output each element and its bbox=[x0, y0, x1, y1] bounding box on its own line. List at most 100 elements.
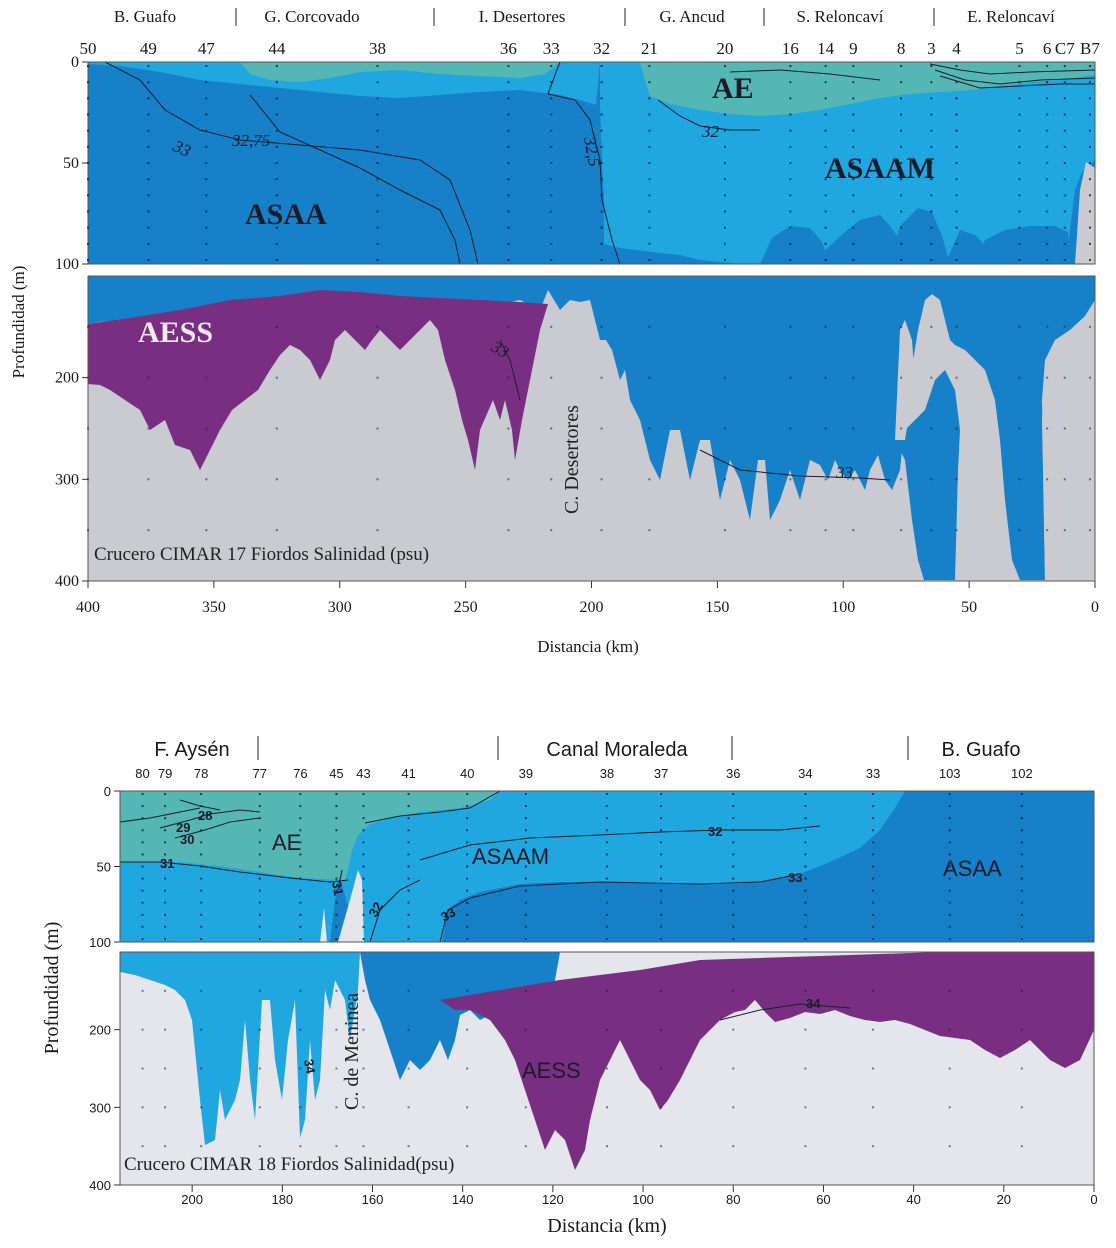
sample-dot bbox=[376, 210, 379, 213]
sample-dot bbox=[147, 325, 150, 328]
sample-dot bbox=[376, 194, 379, 197]
sample-dot bbox=[600, 427, 603, 430]
sample-dot bbox=[648, 65, 651, 68]
sample-dot bbox=[732, 805, 735, 808]
y-tick-label: 200 bbox=[89, 1023, 111, 1038]
sample-dot bbox=[1046, 178, 1049, 181]
sample-dot bbox=[299, 925, 302, 928]
region-label: B. Guafo bbox=[942, 739, 1021, 761]
sample-dot bbox=[147, 81, 150, 84]
sample-dot bbox=[205, 129, 208, 132]
chart-cimar17: B. Guafo G. Corcovado I. Desertores G. A… bbox=[9, 7, 1100, 656]
sample-dot bbox=[1046, 427, 1049, 430]
sample-dot bbox=[362, 817, 365, 820]
sample-dot bbox=[648, 210, 651, 213]
station-label: 80 bbox=[135, 766, 149, 781]
sample-dot bbox=[141, 925, 144, 928]
sample-dot bbox=[804, 793, 807, 796]
sample-dot bbox=[1020, 829, 1023, 832]
sample-dot bbox=[824, 376, 827, 379]
sample-dot bbox=[258, 817, 261, 820]
sample-dot bbox=[258, 989, 261, 992]
station-label: 9 bbox=[849, 39, 858, 58]
sample-dot bbox=[824, 427, 827, 430]
sample-dot bbox=[1063, 97, 1066, 100]
isohaline-label: 28 bbox=[198, 808, 212, 823]
sample-dot bbox=[275, 478, 278, 481]
sample-dot bbox=[955, 65, 958, 68]
y-tick-label: 400 bbox=[55, 573, 79, 590]
sample-dot bbox=[1088, 178, 1091, 181]
sample-dot bbox=[299, 989, 302, 992]
sample-dot bbox=[900, 81, 903, 84]
sample-dot bbox=[87, 97, 89, 100]
sample-dot bbox=[1088, 376, 1091, 379]
sample-dot bbox=[660, 1028, 663, 1031]
region-label: F. Aysén bbox=[154, 739, 229, 761]
sample-dot bbox=[507, 242, 510, 245]
sample-dot bbox=[872, 1145, 875, 1148]
station-label: 39 bbox=[519, 766, 533, 781]
sample-dot bbox=[205, 258, 208, 261]
sample-dot bbox=[407, 1067, 410, 1070]
sample-dot bbox=[955, 194, 958, 197]
sample-dot bbox=[804, 841, 807, 844]
y-axis-label: Profundidad (m) bbox=[9, 266, 28, 379]
sample-dot bbox=[1063, 145, 1066, 148]
sample-dot bbox=[407, 989, 410, 992]
region-label: E. Reloncaví bbox=[967, 7, 1055, 26]
sample-dot bbox=[732, 1028, 735, 1031]
sample-dot bbox=[164, 877, 167, 880]
station-label: 43 bbox=[356, 766, 370, 781]
sample-dot bbox=[852, 210, 855, 213]
y-tick-label: 300 bbox=[55, 471, 79, 488]
sample-dot bbox=[164, 1145, 167, 1148]
sample-dot bbox=[723, 65, 726, 68]
sample-dot bbox=[258, 829, 261, 832]
sample-dot bbox=[732, 1067, 735, 1070]
sample-dot bbox=[407, 1106, 410, 1109]
sample-dot bbox=[900, 129, 903, 132]
sample-dot bbox=[660, 841, 663, 844]
sample-dot bbox=[335, 1106, 338, 1109]
sample-dot bbox=[362, 889, 365, 892]
sample-dot bbox=[550, 242, 553, 245]
isohaline-label: 30 bbox=[180, 832, 194, 847]
sample-dot bbox=[948, 853, 951, 856]
sample-dot bbox=[723, 194, 726, 197]
sample-dot bbox=[824, 258, 827, 261]
sample-dot bbox=[1046, 81, 1049, 84]
sample-dot bbox=[507, 376, 510, 379]
sample-dot bbox=[376, 113, 379, 116]
sample-dot bbox=[200, 865, 203, 868]
sample-dot bbox=[87, 242, 89, 245]
sample-dot bbox=[205, 65, 208, 68]
sample-dot bbox=[955, 325, 958, 328]
sample-dot bbox=[732, 817, 735, 820]
sample-dot bbox=[335, 925, 338, 928]
sample-dot bbox=[1018, 242, 1021, 245]
sample-dot bbox=[872, 829, 875, 832]
sample-dot bbox=[955, 242, 958, 245]
sample-dot bbox=[1088, 194, 1091, 197]
sample-dot bbox=[376, 129, 379, 132]
sample-dot bbox=[258, 1145, 261, 1148]
sample-dot bbox=[524, 853, 527, 856]
sample-dot bbox=[1046, 97, 1049, 100]
sample-dot bbox=[900, 145, 903, 148]
sample-dot bbox=[1063, 178, 1066, 181]
y-tick-label: 100 bbox=[55, 256, 79, 273]
sample-dot bbox=[335, 817, 338, 820]
x-tick-label: 50 bbox=[961, 599, 977, 616]
sample-dot bbox=[407, 865, 410, 868]
sample-dot bbox=[299, 829, 302, 832]
sample-dot bbox=[1020, 1067, 1023, 1070]
sample-dot bbox=[660, 805, 663, 808]
sample-dot bbox=[141, 913, 144, 916]
sample-dot bbox=[87, 65, 89, 68]
sample-dot bbox=[407, 925, 410, 928]
sample-dot bbox=[275, 81, 278, 84]
sample-dot bbox=[87, 210, 89, 213]
sample-dot bbox=[872, 937, 875, 940]
sample-dot bbox=[824, 113, 827, 116]
